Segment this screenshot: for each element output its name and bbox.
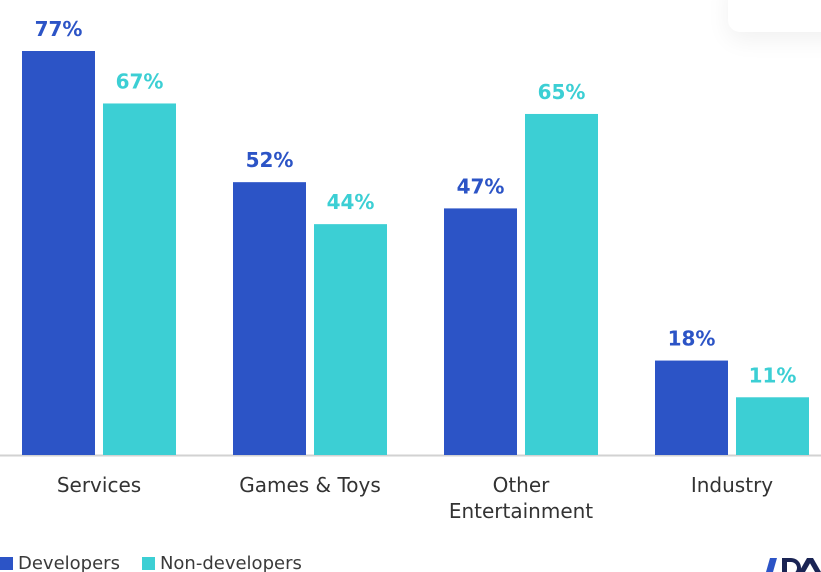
category-label-other-entertainment-line-1: Other: [493, 473, 551, 497]
data-label-non-developers-services: 67%: [116, 69, 164, 93]
brand-logo-icon: [766, 558, 821, 572]
legend-label-non-developers: Non-developers: [159, 553, 302, 572]
data-label-non-developers-industry: 11%: [749, 363, 797, 387]
bar-chart: 77% 67% Services 52% 44% Games & Toys 47% 65% Ot…: [0, 17, 821, 523]
data-label-developers-games-toys: 52%: [246, 148, 294, 172]
category-label-other-entertainment-line-2: Entertainment: [449, 499, 593, 523]
bar-developers-services: [22, 51, 95, 455]
data-label-developers-other-entertainment: 47%: [457, 174, 505, 198]
category-label-industry: Industry: [691, 473, 773, 497]
category-label-services: Services: [57, 473, 141, 497]
data-label-developers-industry: 18%: [668, 327, 716, 351]
legend-item-developers: Developers: [0, 553, 120, 572]
bar-developers-games-toys: [233, 182, 306, 456]
data-label-non-developers-other-entertainment: 65%: [538, 80, 586, 104]
legend-swatch-developers: [0, 557, 13, 570]
bar-non-developers-services: [103, 103, 176, 455]
bar-developers-industry: [655, 360, 728, 455]
legend-swatch-non-developers: [141, 557, 155, 570]
legend-item-non-developers: Non-developers: [141, 553, 302, 572]
bar-non-developers-games-toys: [314, 224, 387, 455]
bar-developers-other-entertainment: [444, 208, 517, 455]
category-label-games-toys: Games & Toys: [239, 473, 381, 497]
legend-label-developers: Developers: [18, 553, 120, 572]
bar-non-developers-other-entertainment: [525, 113, 598, 456]
bar-non-developers-industry: [736, 397, 809, 455]
decorative-card: [728, 0, 821, 32]
data-label-developers-services: 77%: [35, 17, 83, 41]
data-label-non-developers-games-toys: 44%: [327, 190, 375, 214]
legend: Developers Non-developers: [0, 553, 324, 572]
